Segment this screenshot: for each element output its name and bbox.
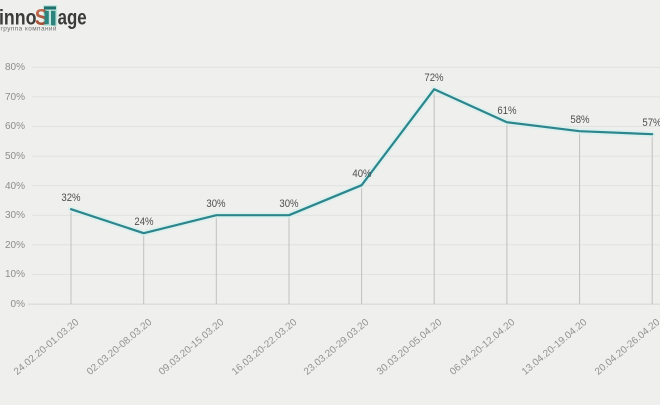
svg-text:группа компаний: группа компаний [1,25,57,33]
svg-text:age: age [58,6,87,29]
svg-text:inno: inno [0,6,37,29]
